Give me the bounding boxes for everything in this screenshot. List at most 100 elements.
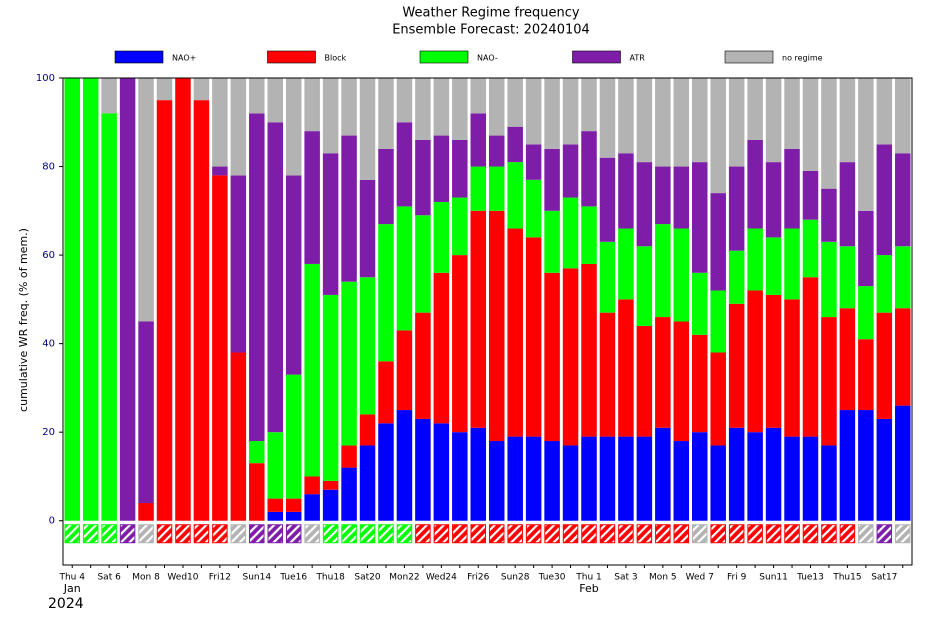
bar-segment xyxy=(378,78,394,149)
bar-segment xyxy=(858,78,874,211)
x-tick-label: Tue16 xyxy=(279,573,307,583)
dominant-box xyxy=(507,524,523,544)
x-tick-label: Thu 1 xyxy=(575,573,602,583)
bar-segment xyxy=(581,131,597,207)
dominant-box xyxy=(710,524,726,544)
bar-segment xyxy=(193,100,210,521)
bar-segment xyxy=(304,78,320,132)
bar-segment xyxy=(544,148,560,211)
dominant-box xyxy=(544,524,560,544)
bar-segment xyxy=(322,489,339,521)
x-tick-label: Sat 6 xyxy=(97,573,121,583)
bar-segment xyxy=(212,78,228,167)
bar-segment xyxy=(267,498,284,512)
bar-segment xyxy=(341,281,357,446)
bar-segment xyxy=(710,352,726,446)
bar-segment xyxy=(728,250,745,304)
bar-segment xyxy=(839,246,856,309)
dominant-box xyxy=(267,524,284,544)
x-tick-label: Wed 7 xyxy=(686,573,714,583)
bar-segment xyxy=(728,427,745,521)
x-tick-label: Thu 4 xyxy=(58,573,85,583)
bar-segment xyxy=(655,166,671,225)
x-tick-label: Fri26 xyxy=(467,573,489,583)
bar-segment xyxy=(341,467,357,521)
bar-segment xyxy=(747,139,763,229)
bar-segment xyxy=(544,78,560,149)
bar-segment xyxy=(747,290,763,433)
bar-segment xyxy=(138,321,154,504)
y-tick-label: 80 xyxy=(42,162,55,173)
bar-segment xyxy=(507,436,523,521)
bar-segment xyxy=(359,179,376,278)
bar-segment xyxy=(304,131,320,264)
bar-segment xyxy=(267,122,284,433)
dominant-box xyxy=(119,524,136,544)
bar-segment xyxy=(673,78,690,167)
dominant-box xyxy=(212,524,228,544)
bar-segment xyxy=(562,268,579,446)
bar-segment xyxy=(710,78,726,194)
bar-segment xyxy=(876,78,893,145)
bar-segment xyxy=(802,78,819,171)
bar-segment xyxy=(673,321,690,442)
bar-segment xyxy=(618,153,634,229)
bar-segment xyxy=(507,162,523,229)
bar-segment xyxy=(452,197,468,256)
bar-segment xyxy=(507,126,523,163)
dominant-box xyxy=(802,524,819,544)
bar-segment xyxy=(64,78,80,521)
bar-segment xyxy=(119,78,136,521)
dominant-box xyxy=(378,524,394,544)
bar-segment xyxy=(433,78,450,136)
bar-segment xyxy=(341,445,357,468)
dominant-box xyxy=(525,524,542,544)
dominant-box xyxy=(175,524,191,544)
bar-segment xyxy=(599,157,616,242)
chart-subtitle: Ensemble Forecast: 20240104 xyxy=(392,23,590,38)
x-tick-label: Tue13 xyxy=(796,573,824,583)
bar-segment xyxy=(267,78,284,123)
bar-segment xyxy=(562,445,579,521)
bar-segment xyxy=(378,423,394,521)
legend-label: no regime xyxy=(782,54,823,63)
bar-segment xyxy=(599,312,616,437)
bar-segment xyxy=(101,78,117,114)
bar-segment xyxy=(691,272,708,335)
bar-segment xyxy=(839,162,856,247)
bar-segment xyxy=(267,432,284,499)
bar-segment xyxy=(784,78,800,149)
bar-segment xyxy=(304,494,320,521)
bar-segment xyxy=(562,197,579,269)
bar-segment xyxy=(193,78,210,101)
bar-segment xyxy=(156,78,173,101)
bar-segment xyxy=(452,255,468,433)
bar-segment xyxy=(285,374,302,499)
dominant-box xyxy=(636,524,653,544)
bar-segment xyxy=(655,317,671,428)
bar-segment xyxy=(452,139,468,198)
bar-segment xyxy=(784,436,800,521)
bar-segment xyxy=(636,436,653,521)
bar-segment xyxy=(452,78,468,140)
dominant-box xyxy=(138,524,154,544)
bar-segment xyxy=(802,170,819,220)
dominant-box xyxy=(599,524,616,544)
bar-segment xyxy=(581,436,597,521)
legend-label: Block xyxy=(325,54,347,63)
dominant-box xyxy=(452,524,468,544)
bar-segment xyxy=(839,78,856,163)
bar-segment xyxy=(322,480,339,490)
dominant-box xyxy=(895,524,911,544)
plot-frame xyxy=(62,77,913,566)
month-label: Feb xyxy=(579,582,598,595)
bar-segment xyxy=(378,148,394,225)
bar-segment xyxy=(230,352,247,521)
bar-segment xyxy=(710,290,726,353)
bar-segment xyxy=(581,263,597,437)
bar-segment xyxy=(267,511,284,521)
x-tick-label: Sat20 xyxy=(354,573,380,583)
dominant-box xyxy=(765,524,782,544)
bar-segment xyxy=(359,445,376,521)
x-tick-label: Thu18 xyxy=(315,573,345,583)
